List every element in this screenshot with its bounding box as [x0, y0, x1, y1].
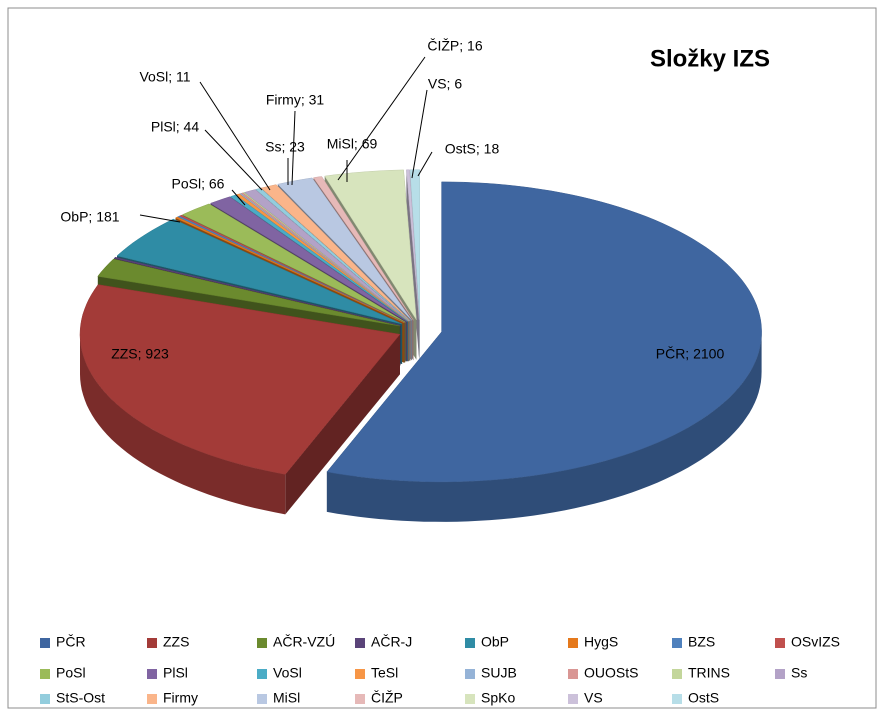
- data-label: VoSl; 11: [139, 69, 190, 85]
- leader-line: [204, 129, 263, 191]
- slice-top: [260, 184, 411, 321]
- legend-swatch: [672, 694, 682, 704]
- leader-line: [337, 56, 426, 181]
- legend-label: TRINS: [688, 665, 730, 681]
- slice-side: [285, 334, 400, 515]
- leader-line: [199, 81, 271, 191]
- slice-wall: [326, 331, 762, 522]
- leader-line: [417, 151, 433, 177]
- data-label: ČIŽP; 16: [427, 38, 482, 54]
- legend-swatch: [257, 669, 267, 679]
- data-label: OstS; 18: [445, 141, 500, 157]
- data-label: PlSl; 44: [151, 119, 199, 135]
- legend-label: ZZS: [163, 634, 189, 650]
- slice-top: [181, 203, 406, 323]
- legend-swatch: [147, 669, 157, 679]
- legend-swatch: [147, 694, 157, 704]
- slice-top: [326, 181, 762, 483]
- legend-label: BZS: [688, 634, 715, 650]
- legend-label: StS-Ost: [56, 690, 105, 706]
- slice-top: [113, 256, 401, 326]
- slice-wall: [80, 334, 286, 515]
- data-label: Firmy; 31: [266, 92, 325, 108]
- legend-swatch: [465, 638, 475, 648]
- legend-swatch: [775, 638, 785, 648]
- legend-label: ČIŽP: [371, 690, 403, 706]
- legend-swatch: [465, 694, 475, 704]
- slice-top: [324, 169, 417, 320]
- slice-top: [406, 169, 420, 320]
- legend-label: PČR: [56, 634, 86, 650]
- legend-swatch: [672, 638, 682, 648]
- slice-top: [277, 177, 413, 321]
- legend-swatch: [355, 694, 365, 704]
- legend-label: OstS: [688, 690, 719, 706]
- slice-top: [409, 169, 420, 320]
- legend-label: VoSl: [273, 665, 302, 681]
- legend-swatch: [257, 694, 267, 704]
- legend-label: VS: [584, 690, 603, 706]
- slice-top: [116, 218, 403, 325]
- data-label: ObP; 181: [60, 209, 119, 225]
- data-label: ZZS; 923: [111, 346, 169, 362]
- legend-swatch: [568, 669, 578, 679]
- legend-swatch: [257, 638, 267, 648]
- legend-label: PlSl: [163, 665, 188, 681]
- legend-label: Ss: [791, 665, 807, 681]
- slice-top: [79, 284, 401, 475]
- legend-swatch: [568, 694, 578, 704]
- slice-top: [255, 187, 410, 322]
- legend-swatch: [568, 638, 578, 648]
- legend-label: SpKo: [481, 690, 515, 706]
- slice-top: [235, 193, 409, 322]
- legend-swatch: [775, 669, 785, 679]
- slice-top: [174, 216, 405, 324]
- data-label: PoSl; 66: [172, 176, 225, 192]
- legend-label: HygS: [584, 634, 618, 650]
- legend-label: OUOStS: [584, 665, 638, 681]
- chart-title: Složky IZS: [650, 45, 770, 72]
- data-label: Ss; 23: [265, 139, 305, 155]
- legend-label: ObP: [481, 634, 509, 650]
- legend-label: AČR-VZÚ: [273, 634, 335, 650]
- legend-swatch: [465, 669, 475, 679]
- legend-swatch: [672, 669, 682, 679]
- legend-label: PoSl: [56, 665, 86, 681]
- slice-top: [313, 176, 414, 321]
- legend-label: AČR-J: [371, 634, 412, 650]
- data-label: VS; 6: [428, 76, 462, 92]
- leader-line: [139, 214, 181, 223]
- slice: [326, 181, 762, 522]
- leader-line: [411, 89, 428, 179]
- slice-top: [229, 194, 409, 322]
- legend-label: TeSl: [371, 665, 398, 681]
- slice: [79, 284, 401, 515]
- data-label: PČR; 2100: [656, 346, 725, 362]
- legend-swatch: [355, 638, 365, 648]
- data-label: MiSl; 69: [327, 136, 378, 152]
- slice-top: [244, 189, 410, 322]
- legend-swatch: [147, 638, 157, 648]
- leader-line: [291, 110, 296, 186]
- legend-label: MiSl: [273, 690, 300, 706]
- legend-label: SUJB: [481, 665, 517, 681]
- legend-label: Firmy: [163, 690, 198, 706]
- slice-top: [209, 196, 408, 322]
- legend-swatch: [40, 669, 50, 679]
- legend-swatch: [40, 694, 50, 704]
- legend-swatch: [40, 638, 50, 648]
- legend-label: OSvIZS: [791, 634, 840, 650]
- leader-line: [231, 189, 246, 206]
- slice-top: [97, 258, 400, 327]
- legend-swatch: [355, 669, 365, 679]
